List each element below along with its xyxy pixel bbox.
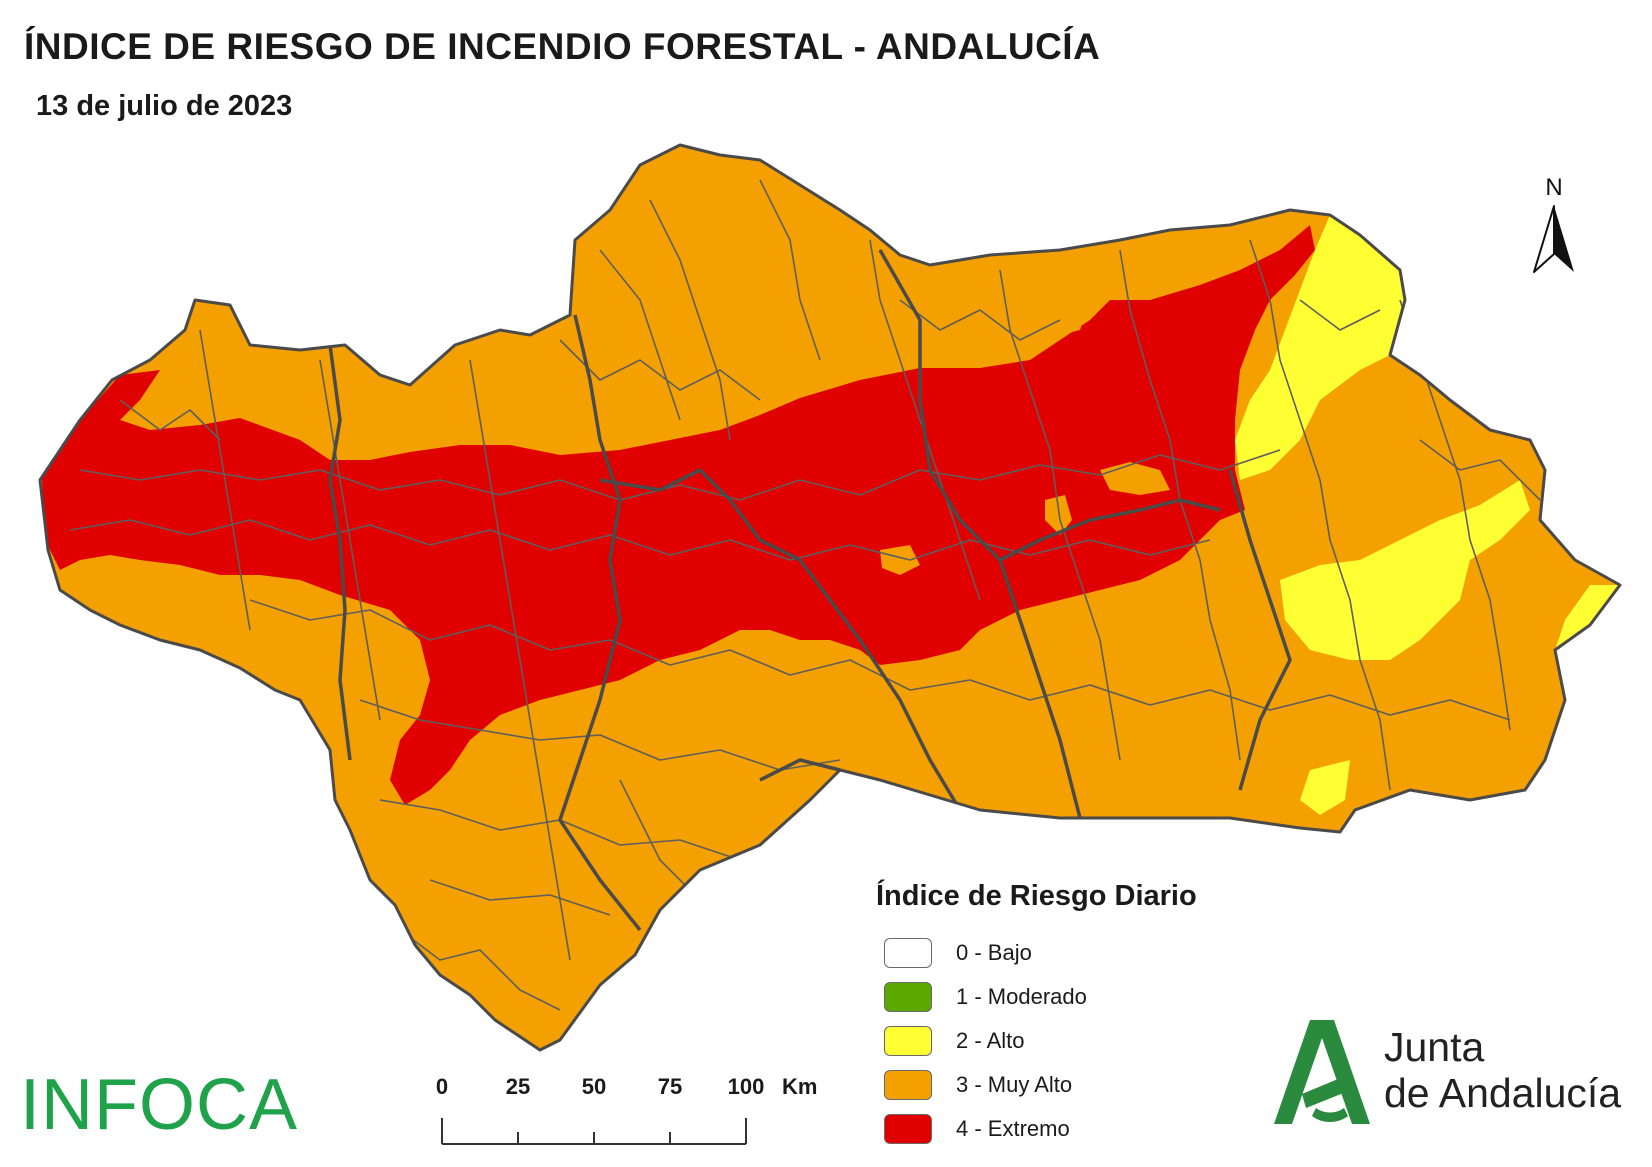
region-alto-northeast <box>1235 215 1405 480</box>
municipal-boundaries <box>69 179 1541 1011</box>
legend-item-moderado: 1 - Moderado <box>884 975 1276 1019</box>
scale-tick-label-25: 25 <box>505 1074 531 1099</box>
junta-de-andalucia-logo: Junta de Andalucía <box>1272 1016 1632 1136</box>
scale-unit: Km <box>782 1074 818 1099</box>
scale-bar-graphic <box>441 1118 747 1145</box>
legend-swatch-moderado <box>884 982 932 1012</box>
north-arrow-icon <box>1533 205 1574 273</box>
legend: Índice de Riesgo Diario 0 - Bajo 1 - Mod… <box>876 880 1276 1151</box>
legend-item-extremo: 4 - Extremo <box>884 1107 1276 1151</box>
region-muy-alto-island-4 <box>1050 300 1090 335</box>
map-title: ÍNDICE DE RIESGO DE INCENDIO FORESTAL - … <box>24 26 1101 67</box>
scale-bar: 0 25 50 75 100 Km <box>432 1074 852 1154</box>
andalucia-outline <box>38 143 1622 1052</box>
legend-label-alto: 2 - Alto <box>956 1028 1025 1053</box>
legend-item-bajo: 0 - Bajo <box>884 931 1276 975</box>
legend-label-moderado: 1 - Moderado <box>956 984 1087 1009</box>
legend-swatch-alto <box>884 1026 932 1056</box>
region-muy-alto-island-1 <box>1100 462 1170 495</box>
legend-swatch-muy-alto <box>884 1070 932 1100</box>
scale-tick-label-75: 75 <box>657 1074 683 1099</box>
region-extremo <box>40 225 1315 805</box>
province-boundaries <box>328 249 1292 932</box>
legend-swatch-bajo <box>884 938 932 968</box>
legend-item-alto: 2 - Alto <box>884 1019 1276 1063</box>
legend-swatch-extremo <box>884 1114 932 1144</box>
region-alto-patch <box>1300 760 1350 815</box>
junta-text-line1: Junta <box>1384 1024 1485 1070</box>
scale-tick-label-100: 100 <box>727 1074 765 1099</box>
infoca-logo: INFOCA <box>20 1065 299 1145</box>
north-arrow: N <box>1532 174 1576 284</box>
legend-item-muy-alto: 3 - Muy Alto <box>884 1063 1276 1107</box>
legend-label-bajo: 0 - Bajo <box>956 940 1032 965</box>
junta-text-line2: de Andalucía <box>1384 1070 1622 1116</box>
north-label: N <box>1545 174 1563 201</box>
legend-title: Índice de Riesgo Diario <box>876 880 1197 912</box>
region-muy-alto-island-3 <box>880 545 920 575</box>
legend-label-extremo: 4 - Extremo <box>956 1116 1070 1141</box>
scale-tick-label-0: 0 <box>435 1074 449 1099</box>
junta-emblem-icon <box>1274 1020 1370 1124</box>
scale-tick-label-50: 50 <box>581 1074 607 1099</box>
legend-label-muy-alto: 3 - Muy Alto <box>956 1072 1073 1097</box>
map-date: 13 de julio de 2023 <box>36 90 293 122</box>
